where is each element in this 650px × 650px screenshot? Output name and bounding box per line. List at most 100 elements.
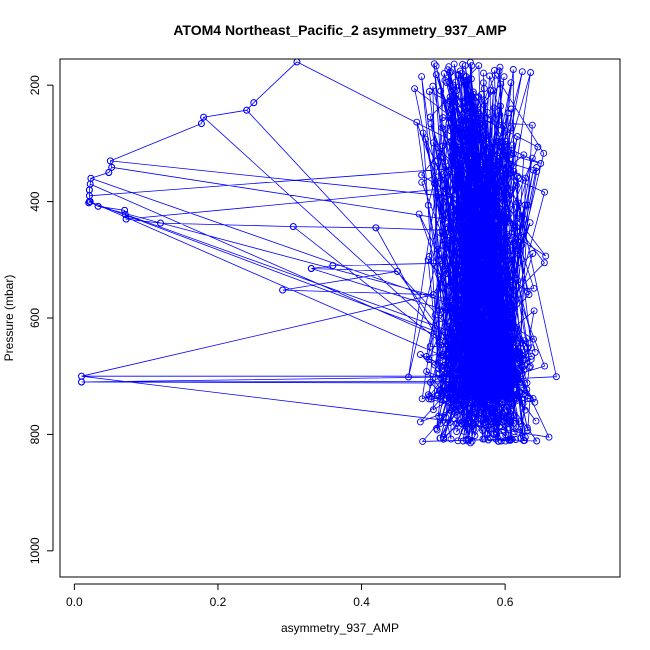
data-point — [405, 373, 412, 381]
data-point — [460, 384, 467, 392]
data-point — [494, 185, 502, 192]
data-point — [472, 272, 480, 280]
y-tick-label: 800 — [28, 424, 42, 444]
data-point — [497, 341, 505, 349]
data-point — [473, 186, 481, 194]
data-point — [509, 66, 517, 73]
data-point — [529, 394, 537, 402]
data-point — [490, 191, 498, 199]
data-point — [506, 352, 514, 359]
data-point — [494, 419, 501, 427]
data-point — [453, 285, 461, 293]
data-point — [533, 167, 541, 175]
data-point — [475, 283, 483, 291]
data-point — [521, 433, 529, 441]
data-point — [467, 201, 475, 209]
data-point — [471, 351, 479, 359]
data-point — [446, 388, 454, 396]
data-point — [476, 345, 484, 353]
data-point — [424, 201, 432, 209]
data-point — [436, 420, 444, 428]
data-point — [459, 359, 467, 367]
data-point — [466, 362, 474, 370]
data-point — [489, 357, 497, 365]
data-point — [482, 414, 490, 422]
data-point — [497, 313, 505, 321]
data-point — [484, 151, 492, 159]
data-point — [497, 177, 505, 185]
data-point — [507, 276, 515, 284]
data-point — [433, 424, 440, 432]
data-point — [530, 307, 538, 315]
data-point — [506, 395, 514, 403]
data-point — [478, 180, 486, 188]
data-point — [483, 108, 491, 116]
data-point — [486, 116, 494, 124]
data-point — [466, 219, 474, 227]
data-point — [501, 380, 509, 388]
data-point — [431, 311, 439, 319]
data-point — [442, 185, 450, 193]
data-point — [452, 374, 460, 382]
data-point — [485, 425, 493, 433]
data-point — [446, 93, 454, 101]
data-point — [512, 436, 520, 443]
data-point — [440, 176, 448, 184]
data-point — [475, 329, 483, 337]
data-point — [480, 229, 488, 237]
data-point — [462, 344, 469, 352]
data-point — [518, 68, 526, 76]
data-point — [485, 195, 493, 203]
data-point — [510, 291, 518, 299]
data-point — [452, 172, 460, 180]
data-point — [505, 160, 513, 168]
data-point — [477, 335, 484, 343]
data-point — [418, 178, 426, 186]
data-point — [482, 409, 490, 417]
data-point — [448, 353, 456, 361]
data-point — [505, 373, 513, 381]
data-point — [513, 339, 520, 347]
data-point — [448, 105, 456, 113]
data-point — [435, 412, 443, 420]
data-point — [499, 376, 507, 384]
data-point — [455, 207, 463, 215]
data-point — [85, 198, 93, 206]
data-point — [459, 418, 467, 426]
data-point — [454, 340, 462, 348]
data-point — [438, 260, 446, 268]
data-point — [481, 97, 489, 105]
data-point — [446, 282, 454, 290]
data-point — [479, 371, 487, 379]
data-point — [497, 172, 505, 180]
data-point — [517, 381, 525, 389]
data-point — [533, 164, 540, 171]
data-point — [434, 246, 442, 254]
data-point — [451, 157, 459, 164]
data-point — [468, 149, 476, 157]
data-point — [456, 67, 464, 75]
data-point — [503, 217, 511, 225]
data-point — [481, 167, 488, 175]
data-point — [516, 379, 523, 387]
data-point — [444, 371, 452, 379]
data-point — [431, 157, 439, 165]
data-point — [478, 261, 486, 269]
data-point — [200, 113, 208, 121]
data-point — [445, 345, 453, 353]
data-point — [530, 284, 538, 292]
data-point — [496, 364, 504, 372]
data-point — [448, 408, 456, 416]
data-point — [447, 127, 454, 135]
data-point — [446, 393, 454, 401]
data-point — [446, 112, 454, 120]
data-point — [471, 170, 479, 178]
data-point — [451, 227, 459, 235]
data-point — [452, 420, 460, 428]
data-point — [501, 126, 509, 134]
data-point — [462, 341, 470, 349]
data-point — [437, 374, 445, 382]
data-point — [508, 236, 516, 244]
data-point — [497, 437, 505, 445]
